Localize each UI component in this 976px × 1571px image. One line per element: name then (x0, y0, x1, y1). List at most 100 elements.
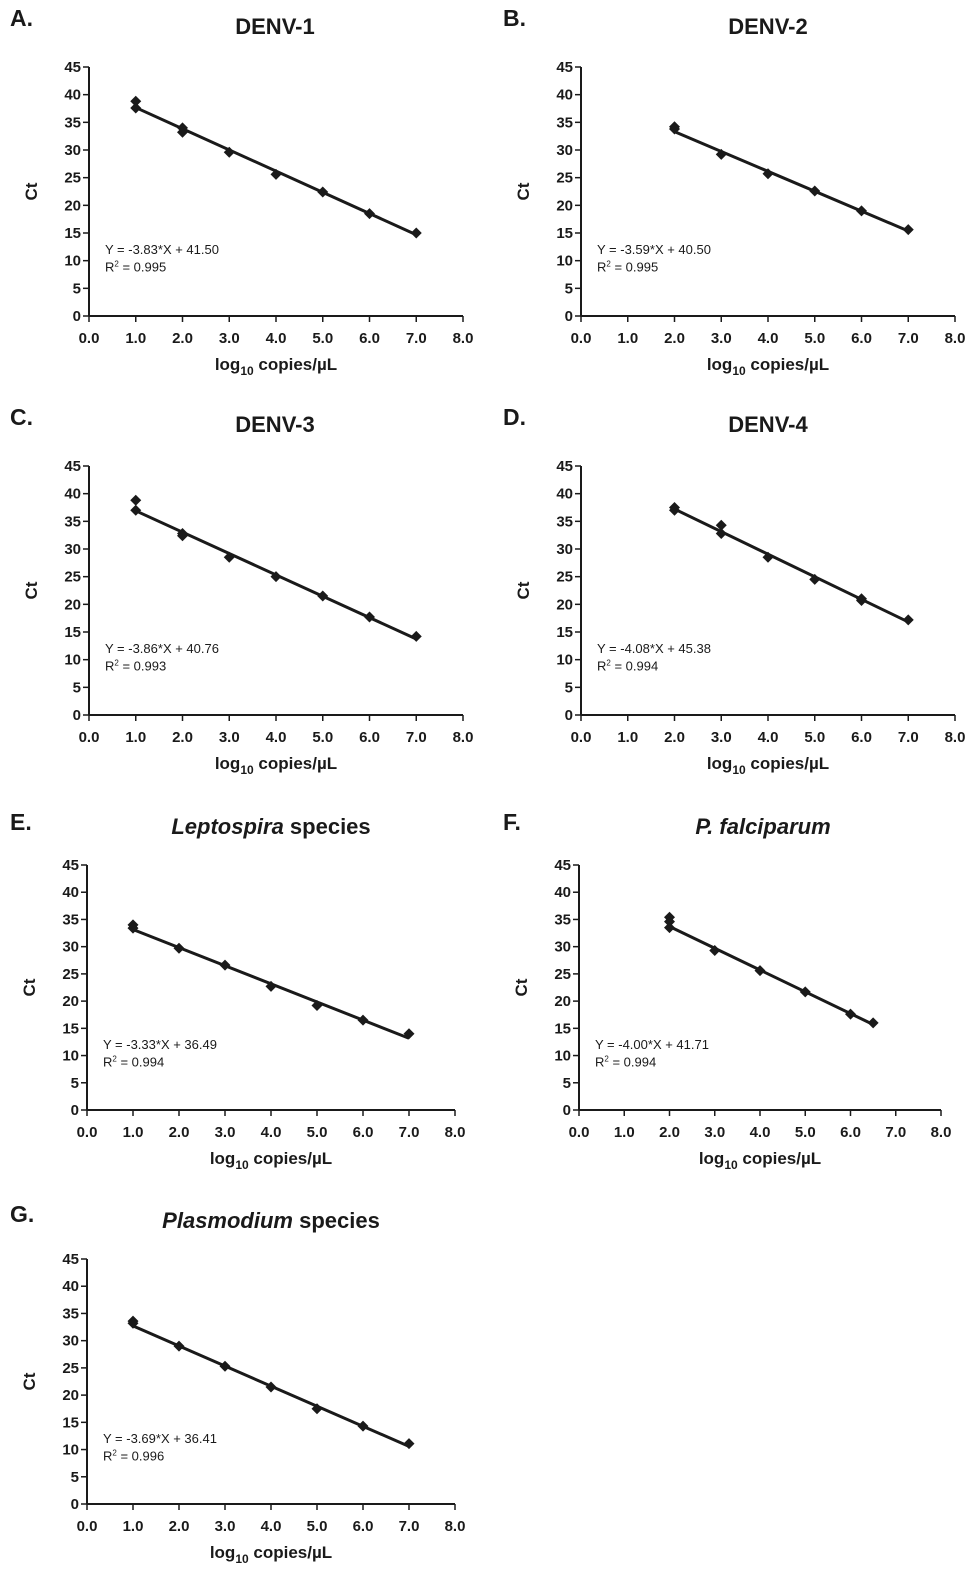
x-tick-label: 4.0 (758, 330, 779, 347)
chart-panel: F. P. falciparum 0 5 10 15 20 25 30 35 40 45 0.0 1.0 2… (503, 809, 951, 1172)
x-tick-label: 7.0 (399, 1124, 420, 1141)
x-tick-label: 3.0 (711, 330, 732, 347)
x-tick-label: 2.0 (172, 330, 193, 347)
x-tick-label: 3.0 (704, 1124, 725, 1141)
data-point (809, 573, 821, 585)
x-axis-label-rest: copies/µL (254, 355, 337, 374)
y-tick-label: 30 (62, 1333, 79, 1350)
y-tick-label: 45 (556, 458, 573, 475)
y-tick-label: 40 (62, 1278, 79, 1295)
data-point (762, 168, 774, 180)
x-axis-label-main: log (210, 1149, 236, 1168)
regression-equation: Y = -3.83*X + 41.50 (105, 242, 219, 257)
x-tick-label: 3.0 (219, 330, 240, 347)
x-tick-label: 2.0 (169, 1518, 190, 1535)
chart-title: DENV-4 (728, 412, 808, 437)
chart-panel: B. DENV-2 0 5 10 15 20 25 30 35 40 45 0.0 1.0 2.0 3.0 4.… (503, 5, 965, 378)
data-point (364, 611, 375, 623)
y-tick-label: 20 (556, 197, 573, 214)
regression-line (668, 925, 874, 1026)
y-axis-label: Ct (20, 1372, 39, 1390)
x-axis-label-rest: copies/µL (254, 754, 337, 773)
y-tick-label: 15 (556, 624, 573, 641)
y-tick-label: 15 (554, 1020, 571, 1037)
x-axis-label: log10 copies/µL (707, 754, 829, 777)
y-tick-label: 25 (64, 569, 81, 586)
r-squared-value: = 0.995 (611, 260, 658, 275)
data-point (177, 126, 188, 138)
data-point (856, 594, 867, 606)
x-tick-label: 7.0 (406, 330, 427, 347)
y-tick-label: 20 (64, 197, 81, 214)
x-axis-label: log10 copies/µL (210, 1149, 332, 1172)
x-axis-label: log10 copies/µL (699, 1149, 821, 1172)
x-axis-label-main: log (215, 355, 241, 374)
r-squared-superscript: 2 (114, 260, 119, 269)
y-tick-label: 40 (556, 486, 573, 503)
y-tick-label: 40 (556, 87, 573, 104)
y-tick-label: 25 (556, 569, 573, 586)
r-squared-label: R (597, 260, 606, 275)
y-tick-label: 5 (565, 280, 573, 297)
y-tick-label: 45 (556, 59, 573, 76)
r-squared-label: R (597, 659, 606, 674)
chart-title: Plasmodium species (162, 1208, 380, 1233)
data-point (403, 1438, 415, 1450)
x-tick-label: 0.0 (79, 330, 100, 347)
y-tick-label: 40 (62, 884, 79, 901)
x-tick-label: 6.0 (851, 729, 872, 746)
x-tick-label: 7.0 (399, 1518, 420, 1535)
chart-title: P. falciparum (695, 814, 830, 839)
y-tick-label: 25 (62, 1360, 79, 1377)
x-tick-label: 1.0 (614, 1124, 635, 1141)
r-squared-value: = 0.996 (117, 1448, 164, 1463)
x-tick-label: 5.0 (312, 729, 333, 746)
x-tick-label: 2.0 (664, 330, 685, 347)
data-point (223, 551, 235, 563)
x-tick-label: 2.0 (169, 1124, 190, 1141)
x-tick-label: 3.0 (219, 729, 240, 746)
x-tick-label: 1.0 (125, 729, 146, 746)
x-axis-label-main: log (707, 754, 733, 773)
y-tick-label: 5 (71, 1469, 79, 1486)
y-tick-label: 40 (64, 87, 81, 104)
x-tick-label: 8.0 (453, 330, 474, 347)
r-squared-value: = 0.995 (119, 260, 166, 275)
y-tick-label: 35 (64, 513, 81, 530)
y-tick-label: 45 (62, 1251, 79, 1268)
x-axis-label: log10 copies/µL (215, 355, 337, 378)
y-tick-label: 30 (62, 939, 79, 956)
x-tick-label: 6.0 (840, 1124, 861, 1141)
y-axis-label: Ct (22, 581, 41, 599)
regression-equation: Y = -3.69*X + 36.41 (103, 1431, 217, 1446)
y-tick-label: 45 (62, 857, 79, 874)
x-tick-label: 4.0 (758, 729, 779, 746)
x-tick-label: 5.0 (307, 1124, 328, 1141)
x-tick-label: 0.0 (571, 330, 592, 347)
x-tick-label: 3.0 (215, 1518, 236, 1535)
y-tick-label: 15 (64, 624, 81, 641)
data-point (270, 168, 282, 180)
x-axis-label-subscript: 10 (724, 1158, 738, 1172)
y-tick-label: 25 (556, 170, 573, 187)
y-tick-label: 20 (62, 1387, 79, 1404)
y-tick-label: 45 (554, 857, 571, 874)
y-tick-label: 15 (62, 1020, 79, 1037)
x-tick-label: 1.0 (617, 729, 638, 746)
data-point (219, 959, 231, 971)
panel-letter: F. (503, 809, 521, 835)
x-axis-label-rest: copies/µL (249, 1543, 332, 1562)
x-axis-label-main: log (699, 1149, 725, 1168)
r-squared: R2 = 0.993 (105, 659, 166, 674)
x-tick-label: 5.0 (804, 330, 825, 347)
r-squared-label: R (105, 260, 114, 275)
x-tick-label: 7.0 (898, 729, 919, 746)
data-point (173, 942, 185, 954)
data-point (364, 208, 375, 220)
x-tick-label: 3.0 (215, 1124, 236, 1141)
r-squared: R2 = 0.994 (103, 1054, 164, 1069)
data-point (867, 1017, 879, 1029)
chart-title: Leptospira species (171, 814, 370, 839)
x-tick-label: 7.0 (898, 330, 919, 347)
